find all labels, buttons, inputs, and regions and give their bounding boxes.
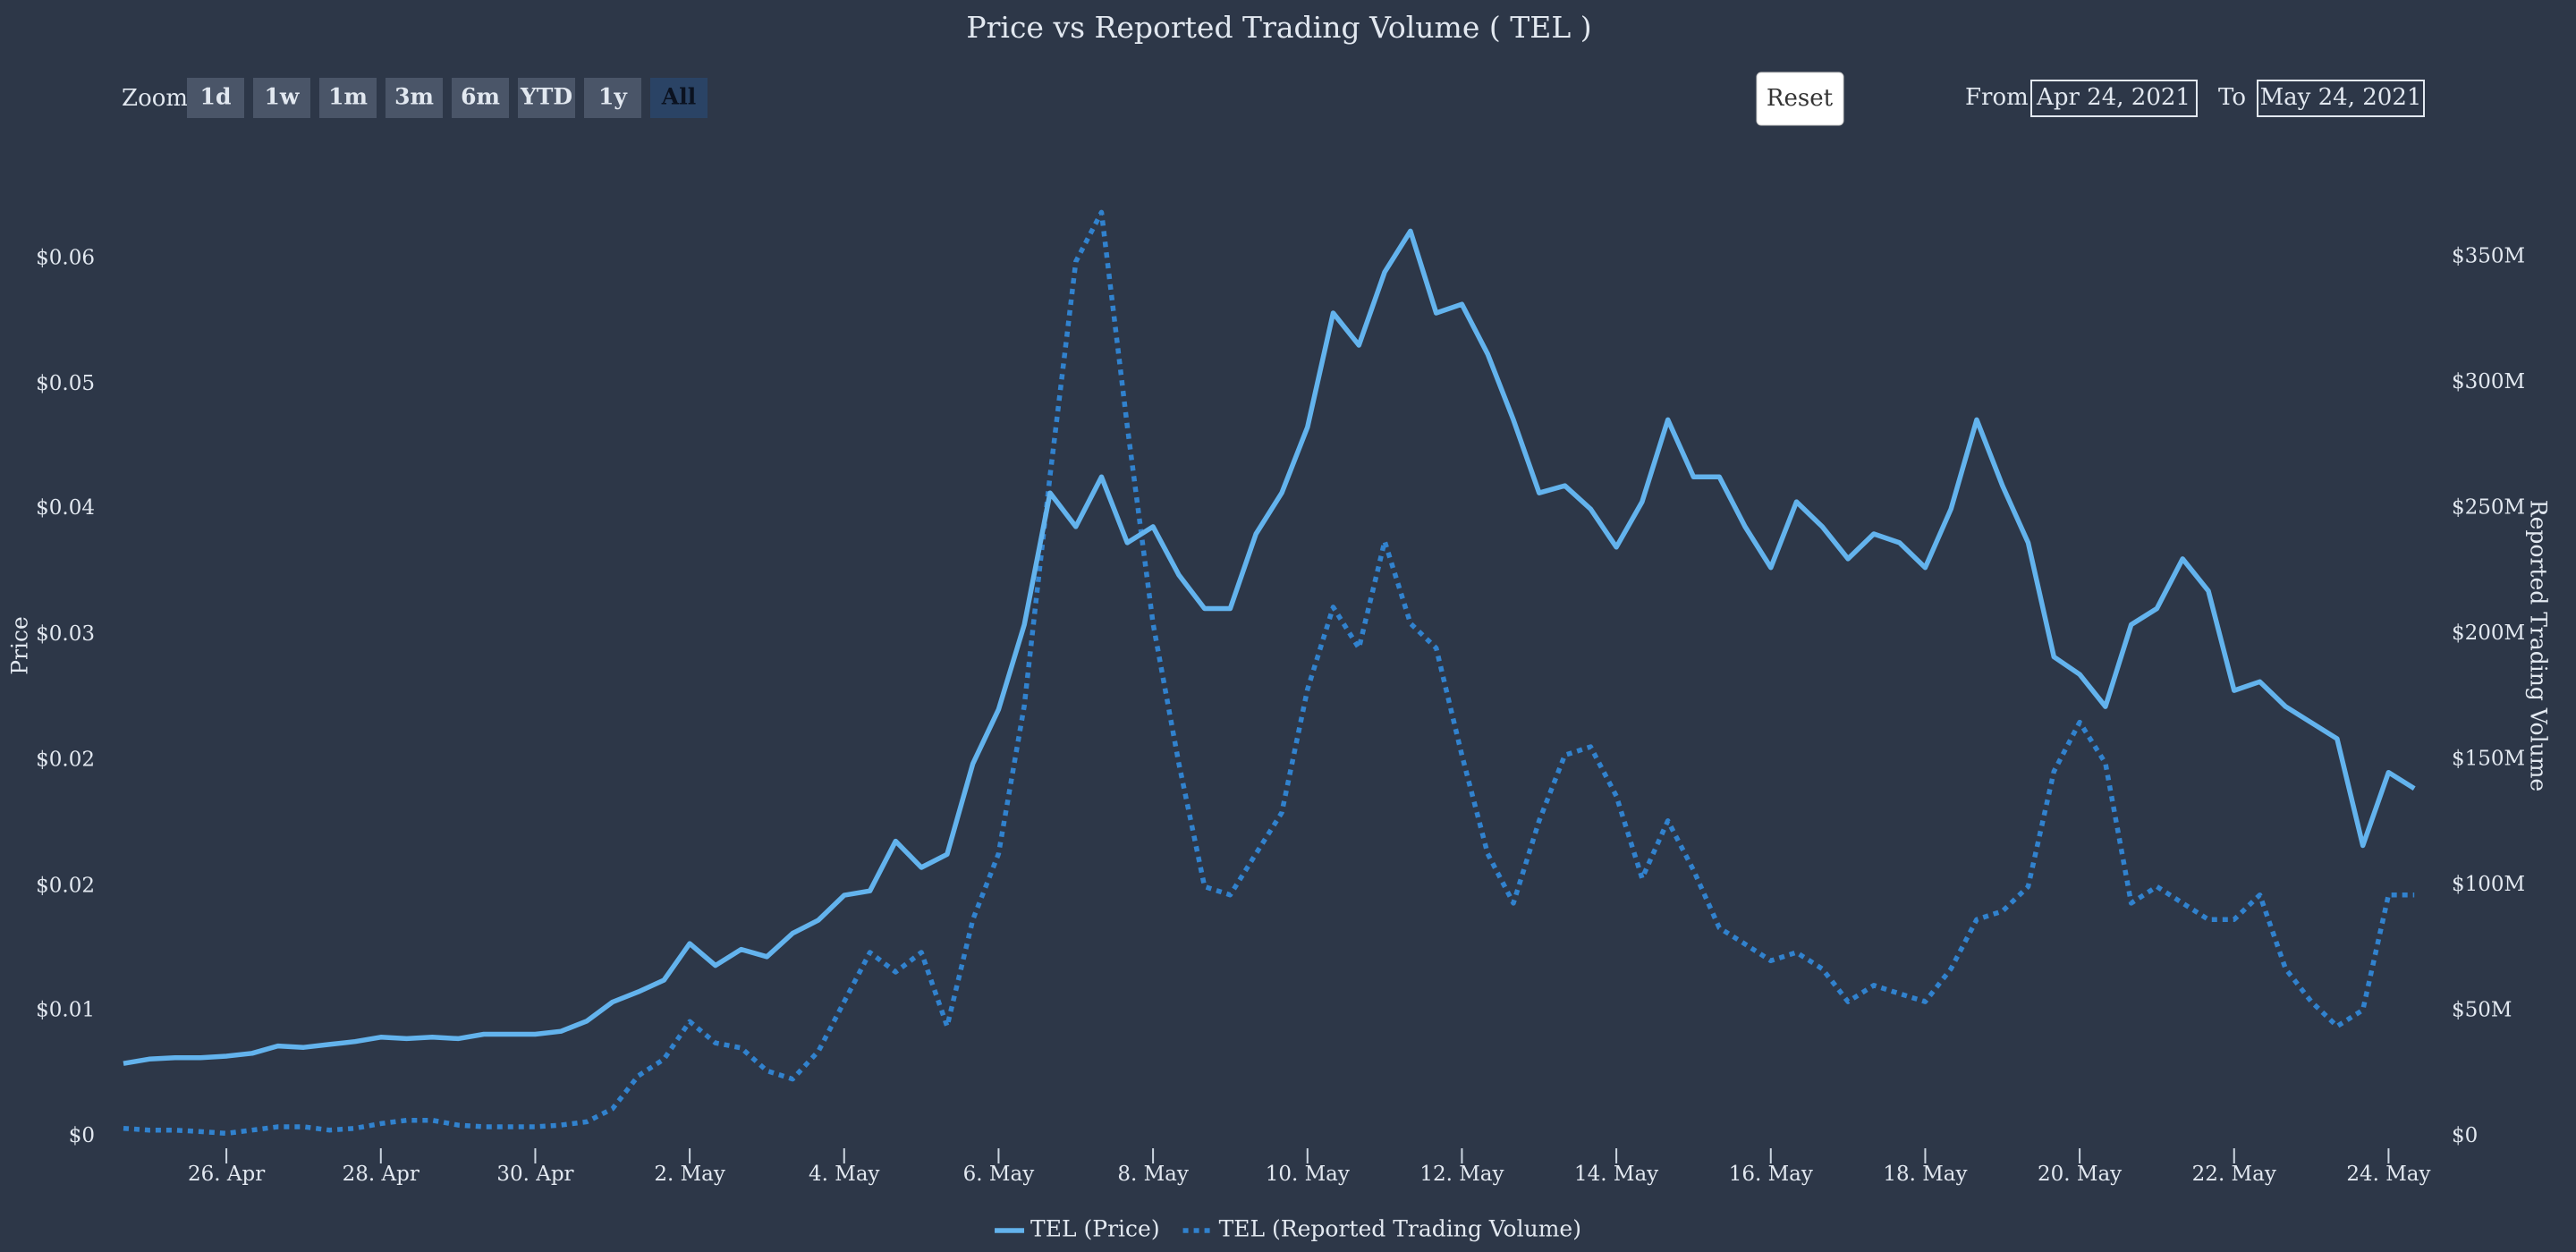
zoom-button[interactable]: All (650, 78, 708, 118)
series-line (123, 228, 2416, 1066)
zoom-button-label[interactable]: YTD (520, 84, 572, 110)
zoom-button-label[interactable]: 1y (598, 84, 628, 110)
x-tick-label: 22. May (2192, 1163, 2276, 1186)
zoom-button-box[interactable] (584, 78, 641, 118)
zoom-button[interactable]: 6m (452, 78, 509, 118)
zoom-label: Zoom (122, 85, 188, 112)
x-tick-label: 30. Apr (496, 1163, 573, 1186)
y2-tick-label: $300M (2452, 370, 2525, 393)
zoom-button-label[interactable]: All (661, 84, 696, 110)
y2-tick-label: $250M (2452, 495, 2525, 519)
zoom-button-label[interactable]: 1d (200, 84, 232, 110)
series-line (123, 209, 2415, 1137)
y-tick-label: $0 (69, 1124, 95, 1147)
x-tick-label: 6. May (963, 1163, 1035, 1186)
y2-tick-label: $0 (2452, 1124, 2478, 1147)
legend: TEL (Price) TEL (Reported Trading Volume) (995, 1216, 1581, 1242)
reset-button-box[interactable] (1756, 72, 1844, 126)
zoom-button-label[interactable]: 3m (394, 84, 434, 110)
y2-tick-label: $50M (2452, 998, 2512, 1021)
y-tick-label: $0.05 (36, 372, 95, 395)
to-input-box[interactable] (2257, 80, 2425, 117)
y2-axis-title: Reported Trading Volume (2526, 500, 2552, 791)
zoom-button[interactable]: 1w (253, 78, 310, 118)
y-tick-label: $0.06 (36, 247, 95, 270)
legend-label: TEL (Reported Trading Volume) (1219, 1216, 1581, 1242)
legend-label: TEL (Price) (1030, 1216, 1160, 1242)
x-tick-label: 14. May (1574, 1163, 1658, 1186)
zoom-button-box[interactable] (650, 78, 708, 118)
y-axis-title: Price (7, 616, 33, 675)
y-tick-label: $0.04 (36, 496, 95, 520)
y-tick-label: $0.02 (36, 749, 95, 772)
x-tick-label: 16. May (1729, 1163, 1813, 1186)
reset-button-label[interactable]: Reset (1767, 85, 1834, 112)
zoom-button[interactable]: 1y (584, 78, 641, 118)
zoom-button-box[interactable] (319, 78, 377, 118)
y-tick-label: $0.02 (36, 874, 95, 897)
from-label: From (1965, 84, 2029, 111)
reset-button[interactable]: Reset (1756, 72, 1844, 126)
zoom-button-label[interactable]: 1m (328, 84, 368, 110)
chart-title: Price vs Reported Trading Volume ( TEL ) (966, 10, 1591, 45)
x-tick-label: 2. May (654, 1163, 725, 1186)
zoom-button-label[interactable]: 6m (461, 84, 500, 110)
x-tick-label: 18. May (1883, 1163, 1967, 1186)
zoom-button-box[interactable] (518, 78, 575, 118)
y-tick-label: $0.03 (36, 622, 95, 646)
x-tick-label: 24. May (2346, 1163, 2430, 1186)
from-input[interactable]: Apr 24, 2021 (2036, 84, 2190, 111)
from-input-box[interactable] (2030, 80, 2198, 117)
zoom-button-box[interactable] (386, 78, 443, 118)
x-tick-label: 8. May (1117, 1163, 1189, 1186)
zoom-button-box[interactable] (187, 78, 244, 118)
zoom-button-box[interactable] (253, 78, 310, 118)
x-tick-label: 26. Apr (188, 1163, 265, 1186)
x-tick-label: 4. May (809, 1163, 880, 1186)
zoom-button[interactable]: YTD (518, 78, 575, 118)
y-tick-label: $0.01 (36, 998, 95, 1021)
y2-tick-label: $150M (2452, 747, 2525, 770)
x-tick-label: 10. May (1266, 1163, 1350, 1186)
to-label: To (2218, 84, 2246, 111)
zoom-button[interactable]: 1d (187, 78, 244, 118)
y2-tick-label: $200M (2452, 622, 2525, 645)
x-tick-label: 20. May (2038, 1163, 2122, 1186)
zoom-button[interactable]: 1m (319, 78, 377, 118)
x-tick-label: 28. Apr (343, 1163, 419, 1186)
x-tick-label: 12. May (1419, 1163, 1504, 1186)
y2-tick-label: $350M (2452, 244, 2525, 267)
zoom-button-label[interactable]: 1w (265, 84, 301, 110)
zoom-button[interactable]: 3m (386, 78, 443, 118)
y2-tick-label: $100M (2452, 873, 2525, 896)
to-input[interactable]: May 24, 2021 (2260, 84, 2422, 111)
zoom-button-box[interactable] (452, 78, 509, 118)
